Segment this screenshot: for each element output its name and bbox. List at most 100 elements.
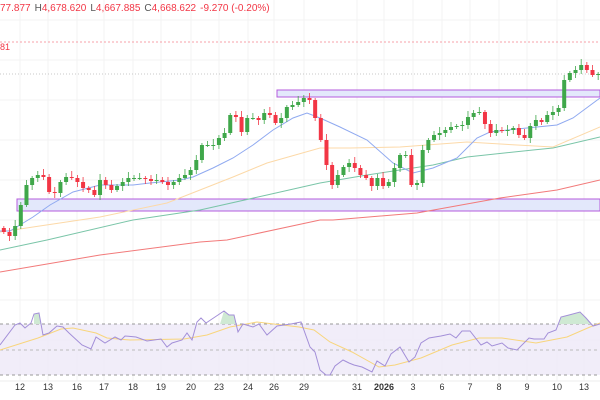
candle-body — [352, 163, 357, 168]
time-axis-label: 7 — [467, 382, 473, 392]
candle — [556, 105, 561, 116]
candle-body — [533, 120, 538, 126]
candle — [364, 170, 369, 180]
candle-body — [120, 182, 125, 186]
time-axis-label: 26 — [268, 382, 280, 392]
candle-body — [454, 126, 459, 127]
candle-body — [398, 155, 403, 168]
candle-body — [375, 178, 380, 186]
candle — [330, 162, 335, 189]
candle-body — [211, 145, 216, 146]
candle — [228, 113, 233, 135]
time-axis-label: 6 — [439, 382, 445, 392]
candle-body — [318, 118, 323, 140]
candle — [69, 171, 74, 180]
candle — [460, 121, 465, 131]
candle — [267, 107, 272, 118]
rsi-line — [0, 310, 600, 376]
candle — [347, 159, 352, 172]
candle — [443, 127, 448, 137]
candle-body — [69, 177, 74, 178]
candle-body — [386, 182, 391, 186]
candle-body — [18, 205, 23, 226]
candle-body — [239, 117, 244, 132]
candle — [137, 173, 142, 180]
candle-body — [52, 192, 57, 193]
candle — [250, 113, 255, 120]
candle — [160, 177, 165, 184]
candle-body — [347, 163, 352, 167]
candle — [511, 126, 516, 134]
ohlc-legend: 77.877 H4,678.620 L4,667.885 C4,668.622 -9.2… — [0, 3, 274, 14]
candle-body — [545, 115, 550, 122]
candle — [24, 180, 29, 207]
candle-body — [205, 145, 210, 146]
candle-body — [499, 130, 504, 131]
time-axis-label: 17 — [98, 382, 110, 392]
candle-body — [154, 180, 159, 181]
candle-body — [494, 130, 499, 133]
candle — [454, 124, 459, 129]
candle — [211, 139, 216, 150]
candle-body — [47, 177, 52, 192]
candle-body — [443, 130, 448, 133]
candle-body — [556, 108, 561, 112]
candle — [392, 163, 397, 187]
candle — [301, 95, 306, 107]
candle-body — [149, 179, 153, 181]
candle — [516, 124, 521, 138]
candle — [188, 167, 193, 180]
candle-body — [81, 182, 86, 188]
candle-body — [505, 130, 510, 131]
candle-body — [228, 115, 233, 133]
candle-body — [35, 175, 40, 178]
candle-body — [75, 178, 80, 182]
candle — [47, 174, 52, 194]
time-axis-label: 29 — [298, 382, 310, 392]
candle-body — [103, 180, 108, 185]
candle-body — [58, 182, 63, 193]
candle — [154, 174, 159, 184]
candle-body — [432, 135, 437, 140]
close-label: C — [144, 3, 152, 14]
candle — [284, 105, 289, 122]
candle — [296, 96, 301, 107]
candle — [386, 179, 391, 188]
candle-body — [562, 80, 567, 108]
time-axis[interactable]: 12 13 16 17 18 19 20 23 24 26 29 31 2026 3 6 7 8 9 10 13 — [0, 382, 600, 400]
candle-body — [550, 112, 555, 115]
candle-body — [245, 118, 250, 132]
candle — [41, 169, 46, 180]
candle — [567, 71, 572, 82]
candle — [437, 127, 442, 140]
candle-body — [573, 70, 578, 73]
candle — [81, 177, 86, 192]
candle — [545, 111, 550, 124]
candle — [273, 112, 278, 125]
candle — [307, 93, 312, 104]
candle-body — [511, 128, 516, 130]
candle-body — [516, 128, 521, 135]
high-value: 4,678.620 — [41, 3, 87, 14]
candle — [109, 180, 114, 193]
candle — [420, 145, 425, 187]
time-axis-label: 12 — [14, 382, 26, 392]
candle-body — [420, 150, 425, 183]
time-axis-label: 31 — [351, 382, 363, 392]
candle-body — [216, 138, 221, 145]
candle — [335, 170, 340, 188]
candle — [13, 220, 18, 240]
ma-long-line — [0, 179, 600, 273]
low-label: L — [90, 3, 96, 14]
candle — [358, 165, 363, 178]
candle-body — [188, 170, 193, 175]
candle-body — [256, 118, 261, 120]
candle-body — [403, 155, 408, 156]
candle — [573, 66, 578, 78]
time-axis-label: 19 — [155, 382, 167, 392]
time-axis-label: 23 — [213, 382, 225, 392]
time-axis-label: 9 — [524, 382, 530, 392]
candle-body — [584, 65, 589, 70]
candle-body — [364, 175, 369, 178]
